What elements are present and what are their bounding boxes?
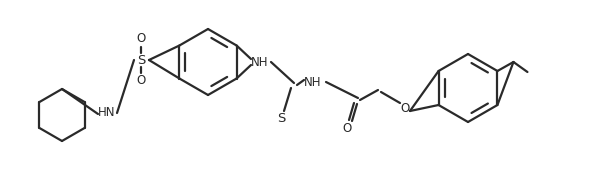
Text: S: S (137, 53, 145, 66)
Text: NH: NH (304, 75, 322, 89)
Text: HN: HN (98, 107, 116, 120)
Text: O: O (342, 121, 351, 134)
Text: S: S (277, 112, 285, 125)
Text: O: O (137, 33, 146, 45)
Text: NH: NH (251, 56, 269, 69)
Text: O: O (137, 75, 146, 88)
Text: O: O (401, 102, 410, 115)
